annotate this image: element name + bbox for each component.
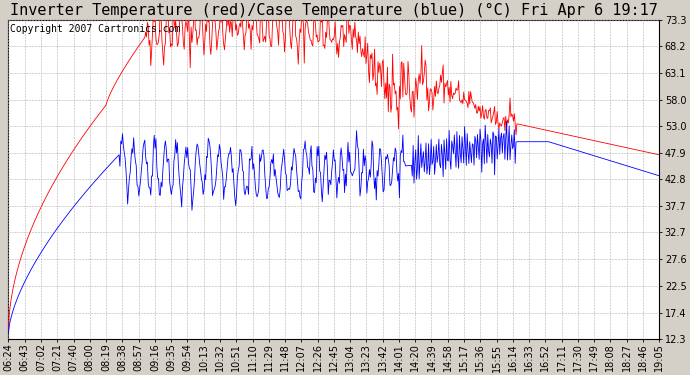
Text: Copyright 2007 Cartronics.com: Copyright 2007 Cartronics.com (10, 24, 180, 34)
Title: Inverter Temperature (red)/Case Temperature (blue) (°C) Fri Apr 6 19:17: Inverter Temperature (red)/Case Temperat… (10, 3, 658, 18)
